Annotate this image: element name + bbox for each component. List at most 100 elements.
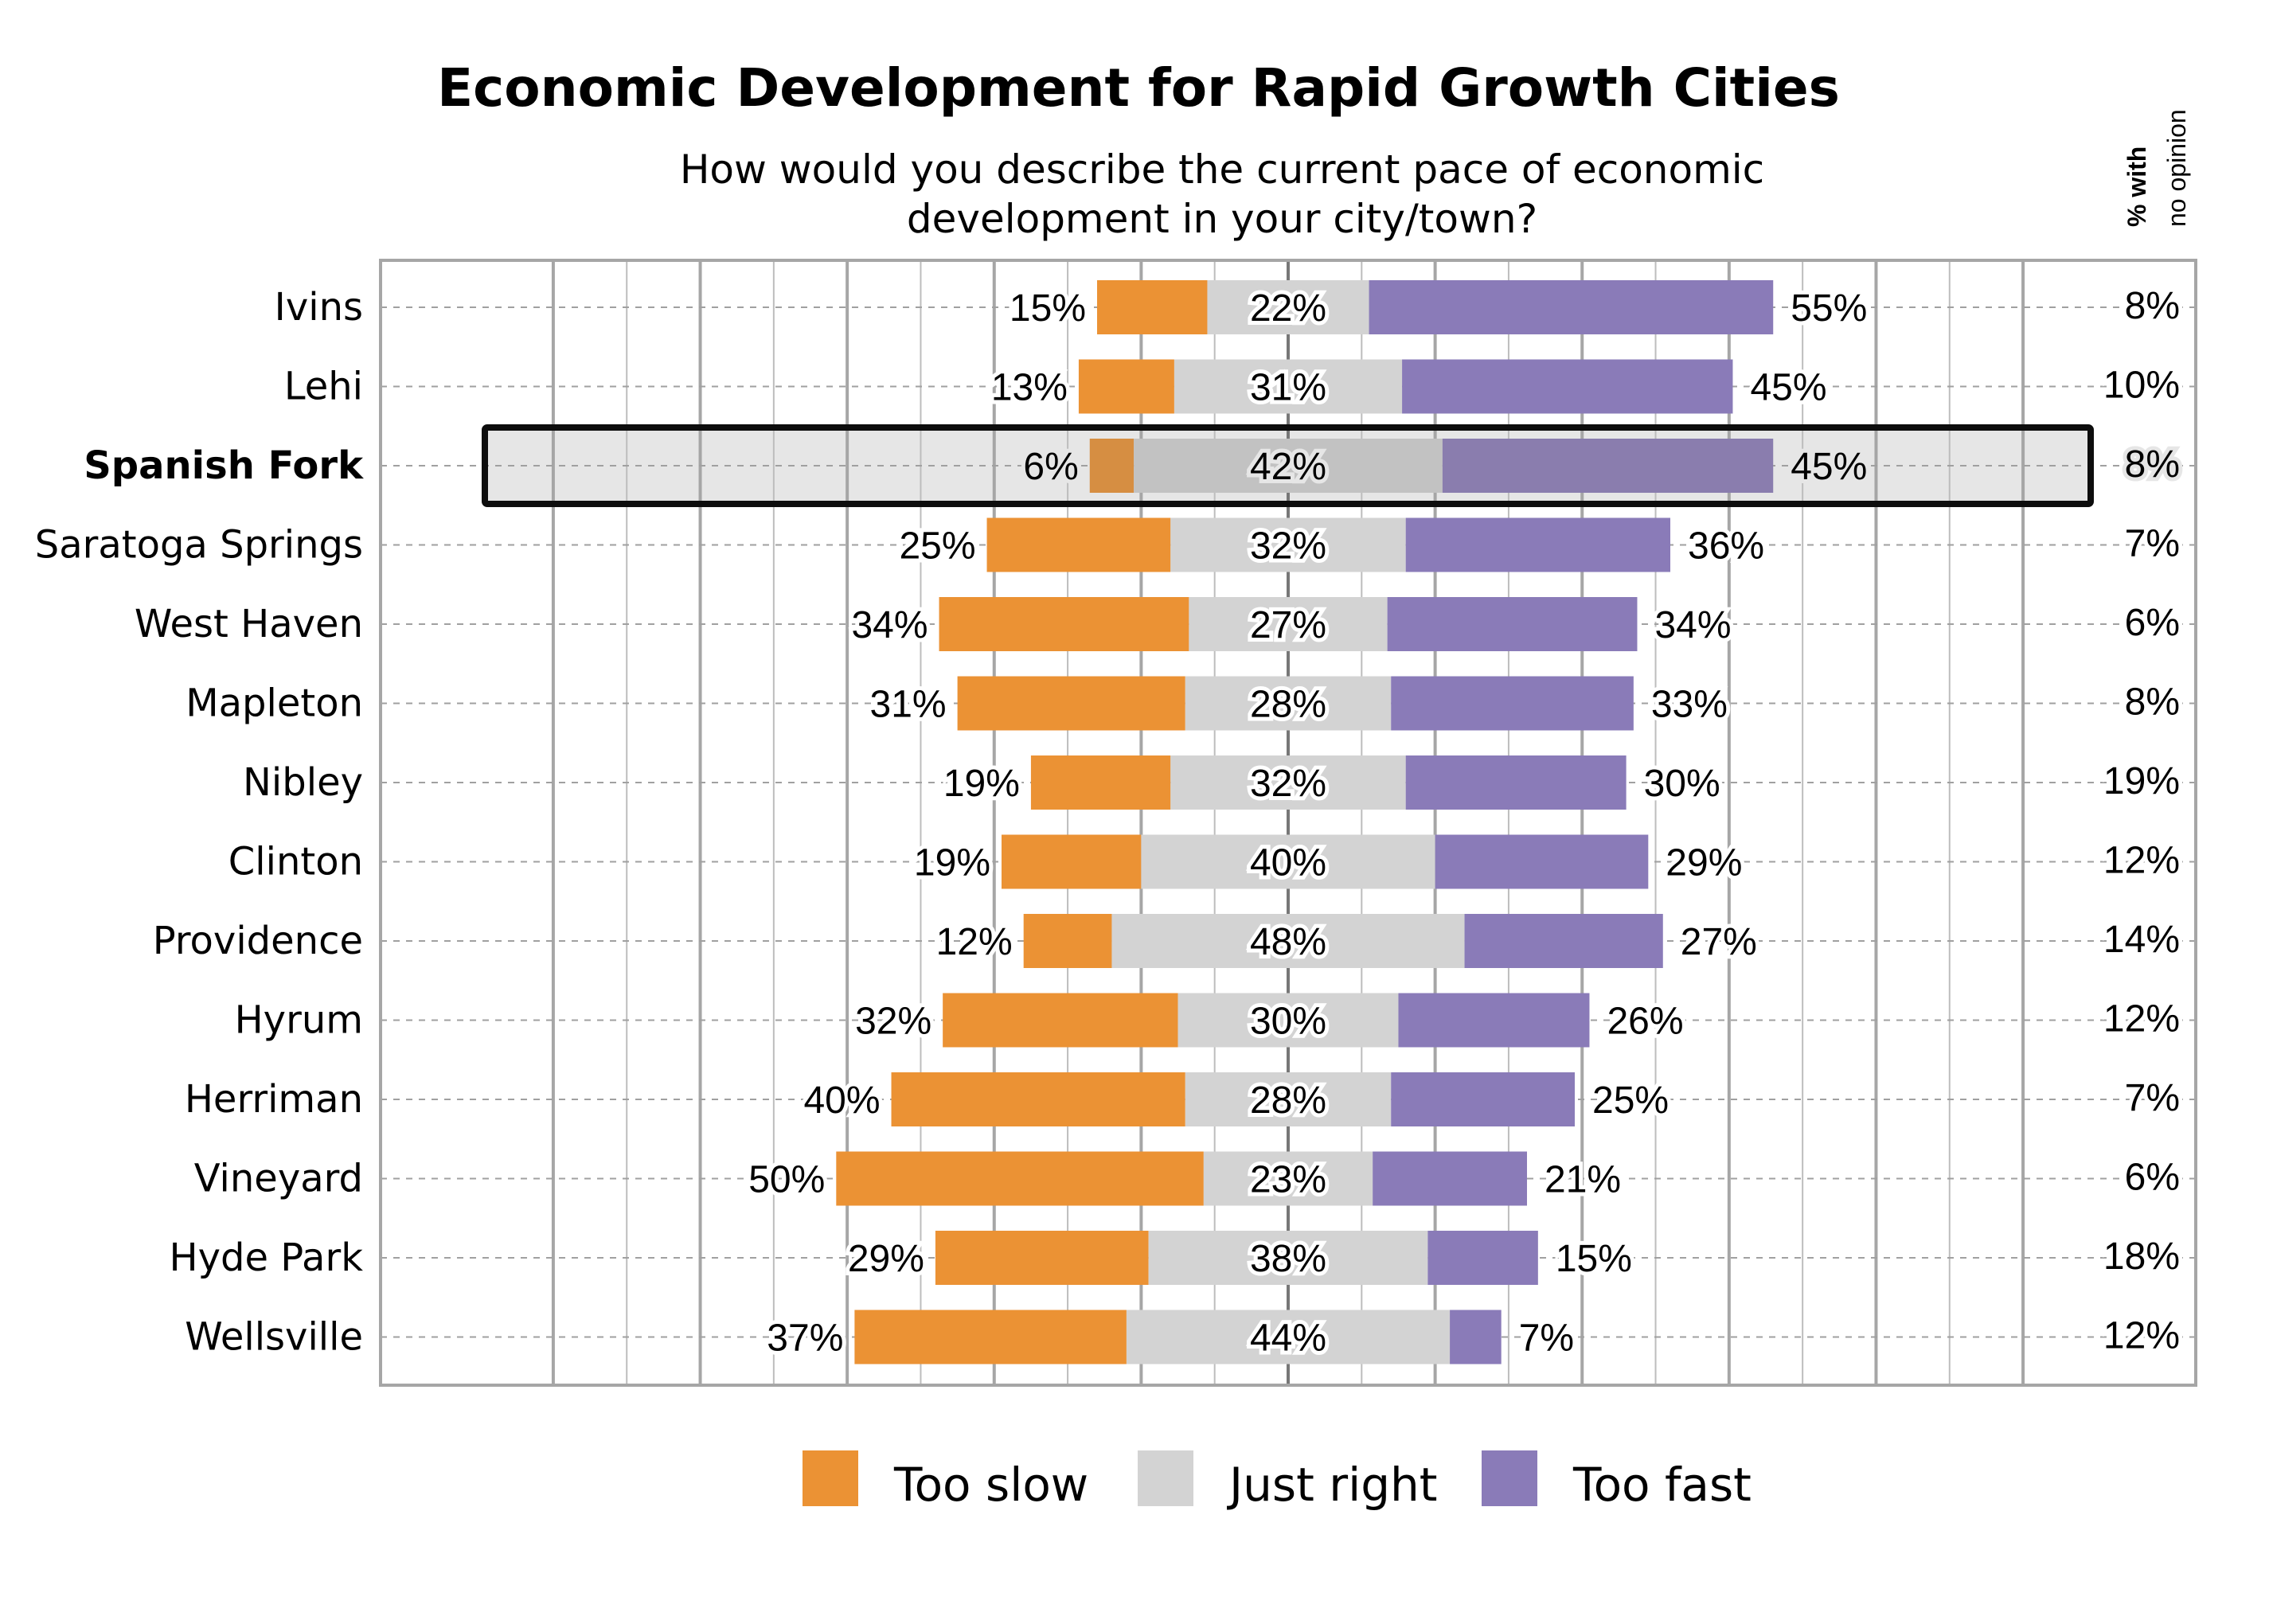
- value-label-just-right: 23%: [1250, 1159, 1326, 1201]
- highlight-row-outline: [482, 424, 2094, 507]
- legend-label: Too fast: [1572, 1458, 1752, 1512]
- no-opinion-value: 6%: [2125, 602, 2180, 644]
- value-label-too-fast: 26%: [1607, 1001, 1683, 1043]
- legend-label: Too slow: [893, 1458, 1088, 1512]
- bar-too-slow: [939, 597, 1189, 651]
- bar-too-fast: [1402, 359, 1733, 414]
- bar-too-slow: [1023, 914, 1112, 968]
- no-opinion-header-line-1: % with: [2123, 146, 2151, 227]
- value-label-too-slow: 29%: [848, 1238, 924, 1280]
- value-label-too-fast: 34%: [1654, 604, 1731, 646]
- category-label: Nibley: [243, 760, 363, 805]
- chart-subtitle-line-2: development in your city/town?: [907, 196, 1537, 242]
- value-label-just-right: 38%: [1250, 1238, 1326, 1280]
- bar-row: Hyde Park 29% 38% 15% 18%: [170, 1231, 2196, 1285]
- legend-item: Too fast: [1482, 1450, 1752, 1512]
- no-opinion-value: 6%: [2125, 1157, 2180, 1199]
- no-opinion-value: 12%: [2103, 840, 2180, 882]
- bar-too-slow: [891, 1072, 1185, 1126]
- value-label-too-fast: 30%: [1644, 763, 1720, 805]
- bar-just-right: [1170, 755, 1406, 810]
- value-label-too-slow: 19%: [943, 763, 1020, 805]
- bar-row: Clinton 19% 40% 29% 12%: [228, 834, 2196, 889]
- bar-too-fast: [1405, 755, 1627, 810]
- bar-just-right: [1174, 359, 1403, 414]
- bar-too-slow: [935, 1231, 1149, 1285]
- value-label-just-right: 31%: [1250, 367, 1326, 409]
- bar-too-slow: [854, 1310, 1127, 1364]
- value-label-too-slow: 6%: [1023, 446, 1078, 488]
- value-label-just-right: 30%: [1250, 1001, 1326, 1043]
- value-label-just-right: 40%: [1250, 842, 1326, 884]
- bar-row: Providence 12% 48% 27% 14%: [153, 914, 2196, 968]
- legend-swatch: [1482, 1450, 1537, 1506]
- bar-just-right: [1185, 1072, 1392, 1126]
- value-label-too-slow: 13%: [991, 367, 1068, 409]
- bar-row: Vineyard 50% 23% 21% 6%: [194, 1151, 2196, 1206]
- bar-too-fast: [1373, 1151, 1527, 1206]
- value-label-too-slow: 12%: [936, 921, 1013, 963]
- plot-frame: [379, 259, 2197, 1387]
- bar-too-fast: [1391, 676, 1634, 731]
- bar-too-fast: [1450, 1310, 1502, 1364]
- bar-row: Herriman 40% 28% 25% 7%: [185, 1072, 2196, 1126]
- bar-just-right: [1126, 1310, 1451, 1364]
- no-opinion-value: 12%: [2103, 998, 2180, 1040]
- value-label-too-slow: 15%: [1010, 287, 1086, 330]
- bar-just-right: [1148, 1231, 1428, 1285]
- category-label: Hyde Park: [170, 1236, 364, 1280]
- legend-swatch: [803, 1450, 858, 1506]
- bar-too-slow: [1030, 755, 1171, 810]
- no-opinion-value: 10%: [2103, 365, 2180, 407]
- category-label: Spanish Fork: [84, 443, 364, 488]
- value-label-too-fast: 33%: [1651, 684, 1728, 726]
- value-label-too-fast: 29%: [1666, 842, 1742, 884]
- no-opinion-value: 7%: [2125, 523, 2180, 565]
- bar-just-right: [1134, 439, 1443, 493]
- value-label-just-right: 48%: [1250, 921, 1326, 963]
- bar-too-slow: [1089, 439, 1134, 493]
- bar-just-right: [1207, 280, 1369, 334]
- value-label-just-right: 28%: [1250, 684, 1326, 726]
- legend-item: Just right: [1138, 1450, 1438, 1512]
- legend: Too slow Just right Too fast: [803, 1450, 1752, 1512]
- no-opinion-value: 18%: [2103, 1236, 2180, 1278]
- no-opinion-header-line-2: no opinion: [2162, 109, 2191, 227]
- value-label-too-fast: 55%: [1791, 287, 1867, 330]
- value-label-just-right: 27%: [1250, 604, 1326, 646]
- legend-label: Just right: [1227, 1458, 1438, 1512]
- value-label-just-right: 32%: [1250, 763, 1326, 805]
- bar-too-slow: [1002, 834, 1142, 889]
- chart-subtitle-line-1: How would you describe the current pace …: [680, 146, 1764, 193]
- value-label-too-slow: 32%: [855, 1001, 931, 1043]
- value-label-just-right: 32%: [1250, 525, 1326, 568]
- no-opinion-value: 12%: [2103, 1315, 2180, 1357]
- bar-too-fast: [1442, 439, 1774, 493]
- category-label: Wellsville: [185, 1315, 363, 1360]
- bar-too-fast: [1405, 517, 1670, 572]
- no-opinion-value: 8%: [2125, 443, 2180, 486]
- bar-too-fast: [1369, 280, 1774, 334]
- value-label-just-right: 44%: [1250, 1318, 1326, 1360]
- value-label-too-fast: 36%: [1688, 525, 1764, 568]
- value-label-just-right: 28%: [1250, 1079, 1326, 1122]
- value-label-too-slow: 37%: [767, 1318, 843, 1360]
- bar-too-slow: [1097, 280, 1208, 334]
- value-label-too-fast: 15%: [1556, 1238, 1632, 1280]
- value-label-too-fast: 21%: [1545, 1159, 1621, 1201]
- value-label-too-slow: 25%: [899, 525, 975, 568]
- no-opinion-value: 8%: [2125, 681, 2180, 724]
- bar-just-right: [1170, 517, 1406, 572]
- bar-too-slow: [957, 676, 1185, 731]
- category-label: Herriman: [185, 1077, 363, 1122]
- legend-swatch: [1138, 1450, 1193, 1506]
- bar-too-fast: [1398, 993, 1590, 1048]
- value-label-just-right: 22%: [1250, 287, 1326, 330]
- value-label-too-fast: 45%: [1791, 446, 1867, 488]
- bar-just-right: [1185, 676, 1392, 731]
- value-label-too-fast: 45%: [1750, 367, 1826, 409]
- bar-row: Mapleton 31% 28% 33% 8%: [186, 676, 2196, 731]
- bar-row: Saratoga Springs 25% 32% 36% 7%: [35, 517, 2196, 572]
- bar-too-slow: [836, 1151, 1204, 1206]
- category-label: Lehi: [284, 365, 363, 409]
